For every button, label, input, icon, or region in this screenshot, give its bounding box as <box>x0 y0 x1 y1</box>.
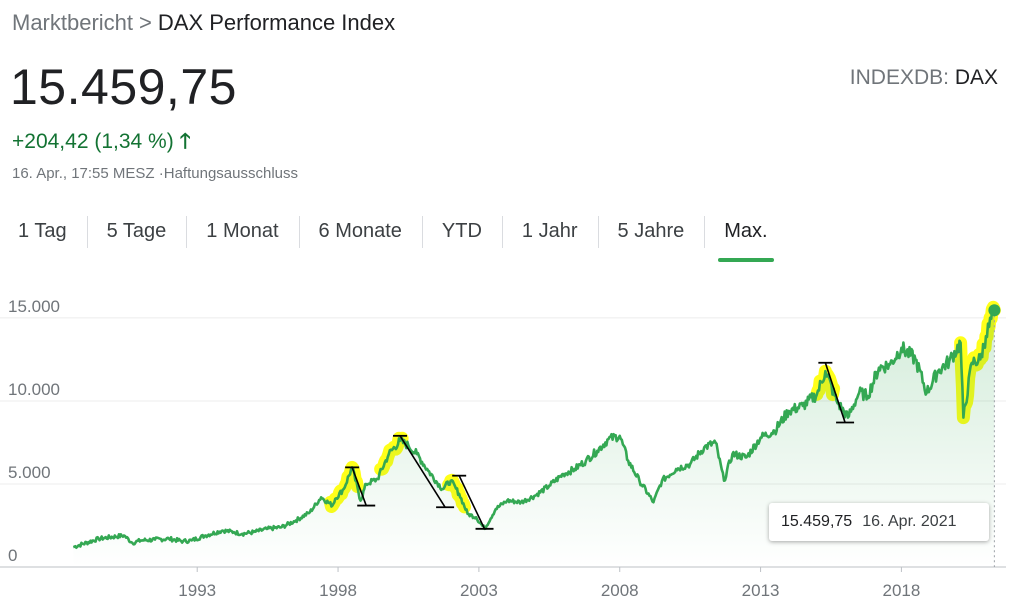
current-price: 15.459,75 <box>10 59 237 115</box>
y-tick-label: 15.000 <box>8 297 60 316</box>
tooltip-date: 16. Apr. 2021 <box>862 513 957 530</box>
exchange-prefix: INDEXDB: <box>849 66 949 89</box>
price-change-value: +204,42 (1,34 %) <box>12 130 174 153</box>
x-tick-label: 2008 <box>601 581 639 600</box>
x-tick-label: 1993 <box>178 581 216 600</box>
quote-timestamp: 16. Apr., 17:55 MESZ · <box>12 165 164 182</box>
x-tick-label: 2013 <box>742 581 780 600</box>
annotation-drop-line <box>351 467 367 506</box>
range-tabs: 1 Tag 5 Tage 1 Monat 6 Monate YTD 1 Jahr… <box>0 212 788 262</box>
tab-6-months[interactable]: 6 Monate <box>298 212 422 254</box>
y-tick-label: 5.000 <box>8 463 51 482</box>
page-title: DAX Performance Index <box>157 10 396 35</box>
x-tick-label: 2018 <box>882 581 920 600</box>
tab-5-years[interactable]: 5 Jahre <box>597 212 705 254</box>
exchange-label: INDEXDB: DAX <box>850 66 998 90</box>
breadcrumb-parent-link[interactable]: Marktbericht <box>12 10 134 35</box>
hand-annotations <box>345 361 855 530</box>
price-chart[interactable]: 0 5.000 10.000 15.000 1993 1998 2003 2008 2013 2… <box>0 290 1024 615</box>
quote-meta: 16. Apr., 17:55 MESZ ·Haftungsausschluss <box>12 165 298 182</box>
last-point-marker <box>988 304 1001 317</box>
annotation-drop-line <box>824 362 846 423</box>
tab-1-day[interactable]: 1 Tag <box>18 220 67 242</box>
y-tick-label: 10.000 <box>8 380 60 399</box>
arrow-up-icon: 🡑 <box>179 130 191 153</box>
y-axis-labels: 0 5.000 10.000 15.000 <box>8 297 60 565</box>
exchange-symbol: DAX <box>954 66 998 89</box>
tab-max[interactable]: Max. <box>704 212 787 262</box>
x-tick-label: 2003 <box>460 581 498 600</box>
breadcrumb-separator: > <box>139 10 152 35</box>
tab-ytd[interactable]: YTD <box>421 212 502 254</box>
tab-5-days[interactable]: 5 Tage <box>86 212 187 254</box>
series-area <box>73 307 995 567</box>
tooltip-value: 15.459,75 <box>781 513 853 530</box>
hover-tooltip: 15.459,75 16. Apr. 2021 <box>769 503 989 541</box>
annotation-drop-line <box>458 475 486 530</box>
annotation-drop-line <box>399 435 446 508</box>
x-axis-labels: 1993 1998 2003 2008 2013 2018 <box>178 567 920 600</box>
y-tick-label: 0 <box>8 546 17 565</box>
tab-1-month[interactable]: 1 Monat <box>186 212 298 254</box>
x-tick-label: 1998 <box>319 581 357 600</box>
breadcrumb: Marktbericht > DAX Performance Index <box>12 10 395 36</box>
series-line <box>72 306 996 549</box>
tab-1-year[interactable]: 1 Jahr <box>501 212 598 254</box>
disclaimer-link[interactable]: Haftungsausschluss <box>163 165 298 182</box>
price-change: +204,42 (1,34 %) 🡑 <box>12 127 191 162</box>
